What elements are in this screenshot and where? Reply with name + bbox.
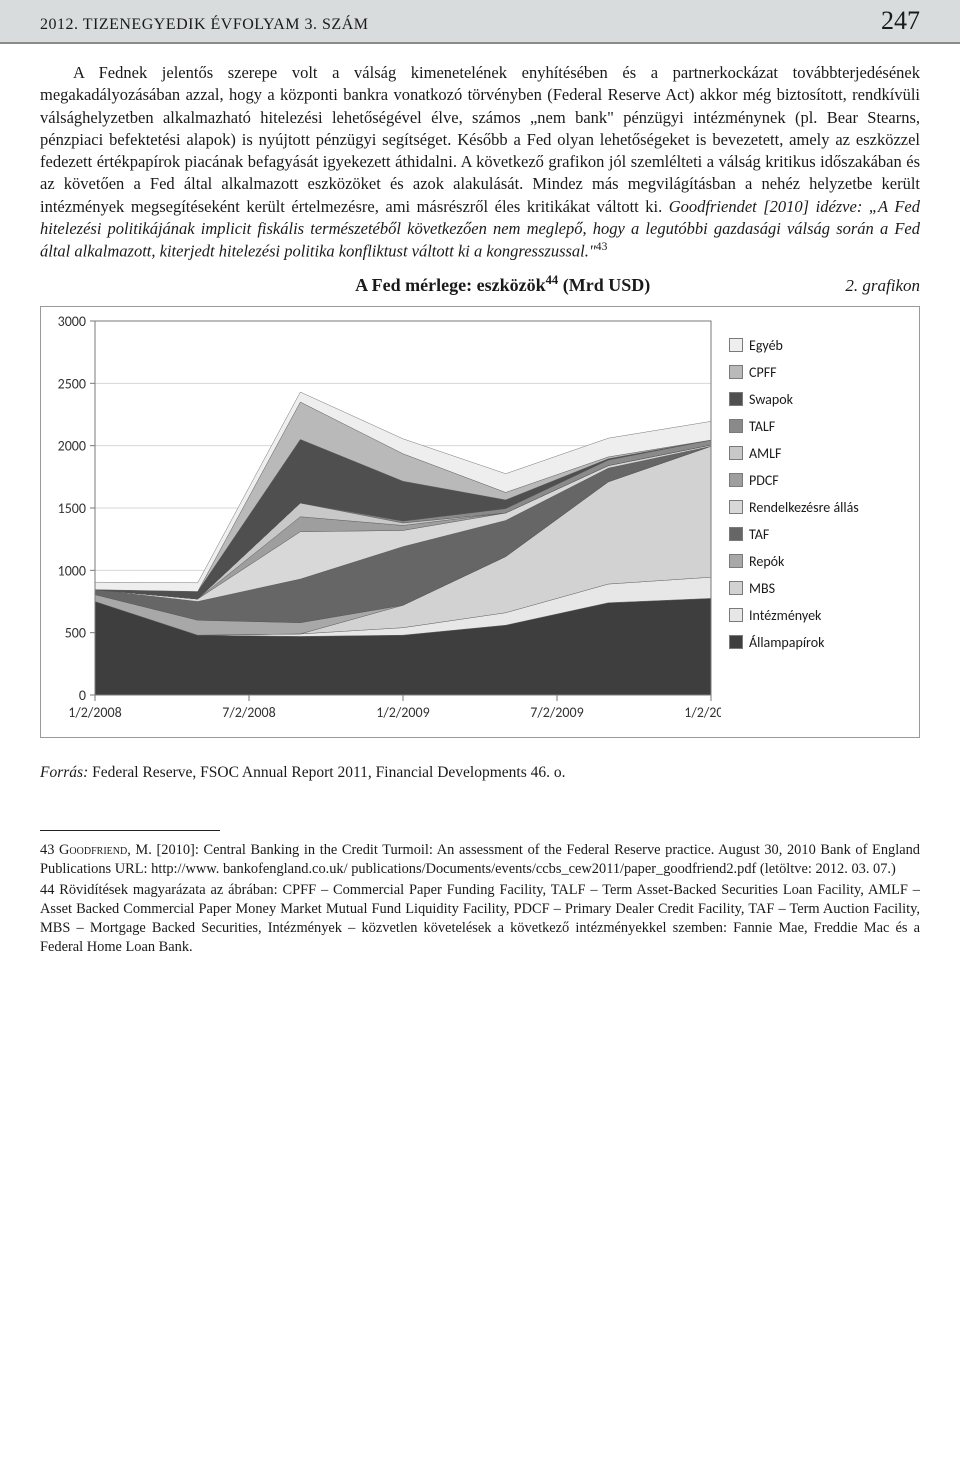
legend-item: Intézmények (729, 607, 859, 624)
footnotes: 43 Goodfriend, M. [2010]: Central Bankin… (0, 831, 960, 987)
svg-text:7/2/2009: 7/2/2009 (530, 704, 583, 721)
legend-swatch (729, 527, 743, 541)
svg-text:1500: 1500 (58, 500, 86, 517)
journal-issue: 2012. TIZENEGYEDIK ÉVFOLYAM 3. SZÁM (40, 16, 368, 34)
legend-item: TALF (729, 418, 859, 435)
stacked-area-chart: 0 500 1000 1500 2000 2500 3000 1/2/2008 7/2/2008… (41, 307, 721, 737)
svg-text:500: 500 (65, 625, 86, 642)
svg-text:2000: 2000 (58, 438, 86, 455)
legend-item: Repók (729, 553, 859, 570)
footnote-43: 43 Goodfriend, M. [2010]: Central Bankin… (40, 841, 920, 879)
chart-title-sup: 44 (546, 273, 559, 287)
footnote-43-author: Goodfriend, M. (59, 842, 152, 858)
legend-item: Egyéb (729, 337, 859, 354)
legend-item: Swapok (729, 391, 859, 408)
chart-caption-row: A Fed mérlege: eszközök44 (Mrd USD) 2. g… (0, 263, 960, 300)
footnote-44: 44 Rövidítések magyarázata az ábrában: C… (40, 881, 920, 957)
legend-swatch (729, 500, 743, 514)
footnote-44-num: 44 (40, 882, 54, 898)
page-number: 247 (881, 6, 920, 36)
svg-text:0: 0 (79, 687, 86, 704)
legend-swatch (729, 365, 743, 379)
legend-label: AMLF (749, 445, 781, 462)
chart-title-pre: A Fed mérlege: eszközök (355, 275, 545, 295)
legend-item: Állampapírok (729, 634, 859, 651)
legend-item: AMLF (729, 445, 859, 462)
svg-text:1/2/2010: 1/2/2010 (684, 704, 721, 721)
svg-text:1/2/2009: 1/2/2009 (376, 704, 429, 721)
legend-label: Repók (749, 553, 784, 570)
legend-item: Rendelkezésre állás (729, 499, 859, 516)
chart-title: A Fed mérlege: eszközök44 (Mrd USD) (160, 273, 845, 296)
footnote-44-text: Rövidítések magyarázata az ábrában: CPFF… (40, 882, 920, 955)
legend-swatch (729, 473, 743, 487)
legend-swatch (729, 581, 743, 595)
legend-item: PDCF (729, 472, 859, 489)
chart-container: 0 500 1000 1500 2000 2500 3000 1/2/2008 7/2/2008… (0, 300, 960, 746)
chart-legend: Egyéb CPFF Swapok TALF AMLF PDCF Rendelkezésre… (721, 307, 869, 737)
legend-label: Rendelkezésre állás (749, 499, 859, 516)
legend-swatch (729, 338, 743, 352)
legend-label: TALF (749, 418, 775, 435)
svg-text:1/2/2008: 1/2/2008 (68, 704, 121, 721)
legend-label: Egyéb (749, 337, 783, 354)
chart-row: 0 500 1000 1500 2000 2500 3000 1/2/2008 7/2/2008… (40, 306, 920, 738)
page-header: 2012. TIZENEGYEDIK ÉVFOLYAM 3. SZÁM 247 (0, 0, 960, 44)
svg-text:1000: 1000 (58, 562, 86, 579)
source-text: Federal Reserve, FSOC Annual Report 2011… (92, 764, 565, 781)
footnote-ref-43: 43 (596, 241, 608, 253)
legend-swatch (729, 608, 743, 622)
legend-label: Állampapírok (749, 634, 824, 651)
legend-swatch (729, 446, 743, 460)
legend-swatch (729, 635, 743, 649)
source-prefix: Forrás: (40, 764, 92, 781)
legend-label: CPFF (749, 364, 777, 381)
footnote-43-num: 43 (40, 842, 54, 858)
legend-item: TAF (729, 526, 859, 543)
legend-label: PDCF (749, 472, 779, 489)
grafikon-label: 2. grafikon (845, 276, 920, 296)
body-paragraph: A Fednek jelentős szerepe volt a válság … (0, 62, 960, 263)
legend-label: MBS (749, 580, 775, 597)
legend-label: TAF (749, 526, 769, 543)
legend-item: CPFF (729, 364, 859, 381)
legend-label: Swapok (749, 391, 793, 408)
chart-title-post: (Mrd USD) (558, 275, 650, 295)
paragraph-main: A Fednek jelentős szerepe volt a válság … (40, 63, 920, 216)
legend-swatch (729, 392, 743, 406)
svg-text:3000: 3000 (58, 313, 86, 330)
svg-text:2500: 2500 (58, 375, 86, 392)
legend-swatch (729, 554, 743, 568)
chart-source: Forrás: Federal Reserve, FSOC Annual Rep… (0, 746, 960, 782)
legend-label: Intézmények (749, 607, 821, 624)
footnote-43-text: [2010]: Central Banking in the Credit Tu… (40, 842, 920, 877)
svg-text:7/2/2008: 7/2/2008 (222, 704, 275, 721)
legend-swatch (729, 419, 743, 433)
legend-item: MBS (729, 580, 859, 597)
